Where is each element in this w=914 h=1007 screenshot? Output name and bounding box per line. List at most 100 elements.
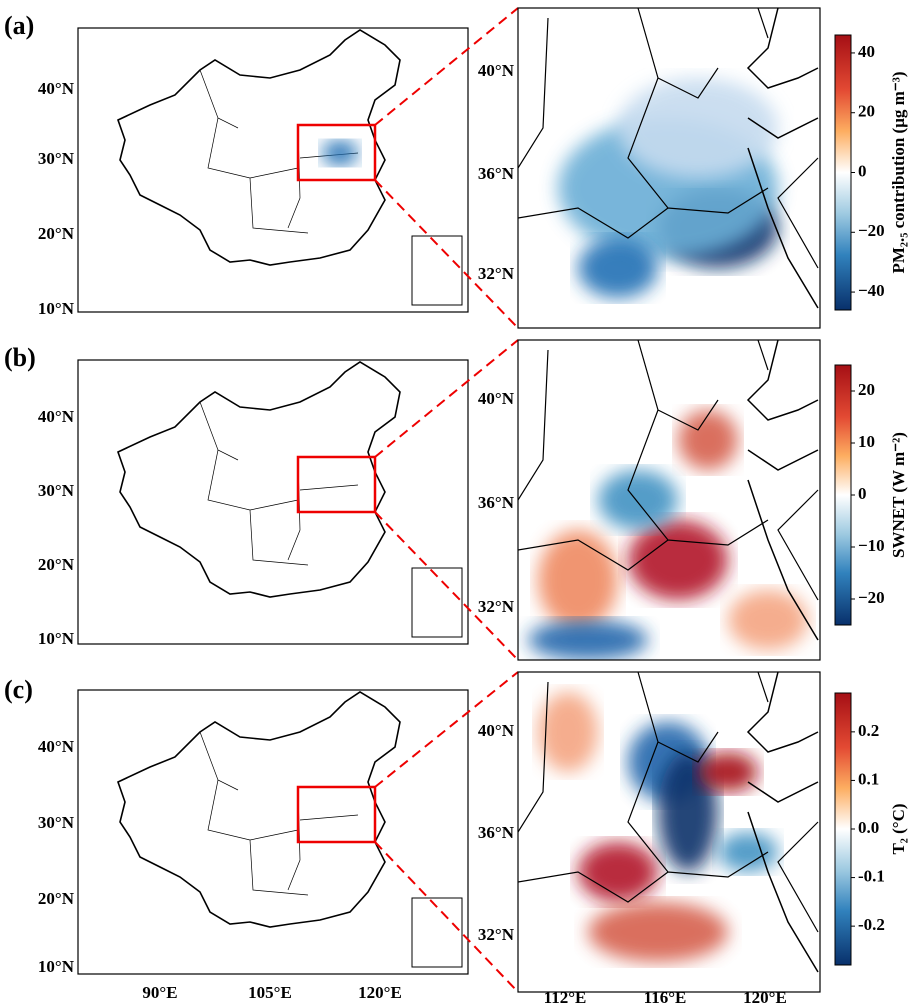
zoom-frame	[517, 339, 821, 661]
lon-label: 120°E	[358, 983, 402, 1002]
colorbar-label: T₂ (°C)	[889, 803, 908, 854]
lat-label: 32°N	[478, 925, 515, 944]
lat-label: 40°N	[38, 737, 75, 756]
colorbar-tick-label: 20	[858, 102, 875, 121]
country-outline	[117, 361, 401, 598]
field-pattern	[618, 78, 778, 178]
colorbar-tick-label: −40	[858, 281, 885, 300]
colorbar	[834, 692, 852, 966]
coastline	[746, 672, 819, 973]
colorbar-tick-label: -0.2	[858, 915, 885, 934]
lat-label: 20°N	[38, 889, 75, 908]
panel-label: (a)	[4, 11, 34, 40]
lat-label: 36°N	[478, 493, 515, 512]
lat-label: 32°N	[478, 264, 515, 283]
zoom-frame	[517, 671, 821, 993]
lon-label: 116°E	[644, 988, 687, 1007]
map-frame	[77, 27, 469, 313]
china-map	[117, 691, 401, 928]
field-pattern	[718, 832, 778, 872]
zoom-region	[296, 785, 377, 844]
field-pattern	[528, 620, 648, 660]
lat-label: 10°N	[38, 957, 75, 976]
colorbar-tick-label: 0	[858, 484, 867, 503]
panel-label: (c)	[4, 675, 33, 704]
province-borders	[199, 69, 359, 234]
zoom-borders	[518, 672, 819, 933]
zoom-region	[296, 123, 377, 182]
zoom-borders	[518, 8, 819, 269]
field-pattern	[728, 590, 808, 650]
zoom-connector	[374, 841, 519, 993]
colorbar-tick-label: −20	[858, 588, 885, 607]
inset-box	[411, 235, 463, 306]
colorbar-label: SWNET (W m⁻²)	[889, 432, 908, 558]
panel-label: (b)	[4, 343, 36, 372]
field-pattern	[678, 410, 738, 470]
coastline	[746, 8, 819, 309]
lon-label: 112°E	[544, 988, 587, 1007]
field-pattern	[538, 692, 598, 772]
coastline	[746, 340, 819, 641]
lat-label: 40°N	[478, 61, 515, 80]
province-borders	[199, 731, 359, 896]
field-pattern	[588, 902, 728, 962]
lat-label: 40°N	[38, 407, 75, 426]
zoom-connector	[374, 339, 519, 458]
lat-label: 30°N	[38, 481, 75, 500]
field-pattern	[538, 530, 618, 630]
field-pattern	[578, 842, 658, 902]
map-frame	[77, 689, 469, 975]
zoom-frame	[517, 7, 821, 329]
zoom-map	[518, 340, 820, 660]
zoom-borders	[518, 340, 819, 601]
lat-label: 30°N	[38, 813, 75, 832]
lat-label: 36°N	[478, 164, 515, 183]
zoom-connector	[374, 671, 519, 788]
colorbar-tick-label: 20	[858, 380, 875, 399]
colorbar-tick-label: 0.0	[858, 818, 879, 837]
lat-label: 40°N	[38, 79, 75, 98]
colorbar-tick-label: 40	[858, 42, 875, 61]
zoom-region	[296, 455, 377, 514]
colorbar	[834, 364, 852, 626]
colorbar-tick-label: -0.1	[858, 866, 885, 885]
pm-hotspot	[322, 141, 358, 165]
lon-label: 90°E	[142, 983, 177, 1002]
zoom-connector	[374, 511, 519, 661]
zoom-connector	[374, 7, 519, 126]
lat-label: 36°N	[478, 823, 515, 842]
lat-label: 10°N	[38, 299, 75, 318]
lat-label: 20°N	[38, 555, 75, 574]
lat-label: 20°N	[38, 224, 75, 243]
colorbar-tick-label: 0	[858, 161, 867, 180]
colorbar-tick-label: −20	[858, 221, 885, 240]
lon-label: 105°E	[248, 983, 292, 1002]
china-map	[117, 361, 401, 598]
colorbar-label: PM₂.₅ contribution (μg m⁻³)	[889, 72, 908, 274]
inset-box	[411, 567, 463, 638]
field-pattern	[628, 520, 728, 600]
colorbar-tick-label: 0.2	[858, 721, 879, 740]
inset-box	[411, 897, 463, 968]
lon-label: 120°E	[743, 988, 787, 1007]
colorbar-tick-label: 10	[858, 432, 875, 451]
colorbar-tick-label: −10	[858, 536, 885, 555]
map-frame	[77, 359, 469, 645]
lat-label: 32°N	[478, 597, 515, 616]
zoom-map	[518, 8, 820, 328]
colorbar-tick-label: 0.1	[858, 769, 879, 788]
colorbar	[834, 34, 852, 311]
lat-label: 30°N	[38, 149, 75, 168]
province-borders	[199, 401, 359, 566]
zoom-connector	[374, 179, 519, 329]
lat-label: 40°N	[478, 721, 515, 740]
country-outline	[117, 29, 401, 266]
field-pattern	[598, 470, 678, 530]
country-outline	[117, 691, 401, 928]
field-pattern	[698, 752, 758, 792]
field-pattern	[578, 238, 658, 298]
lat-label: 10°N	[38, 629, 75, 648]
zoom-map	[518, 672, 820, 992]
